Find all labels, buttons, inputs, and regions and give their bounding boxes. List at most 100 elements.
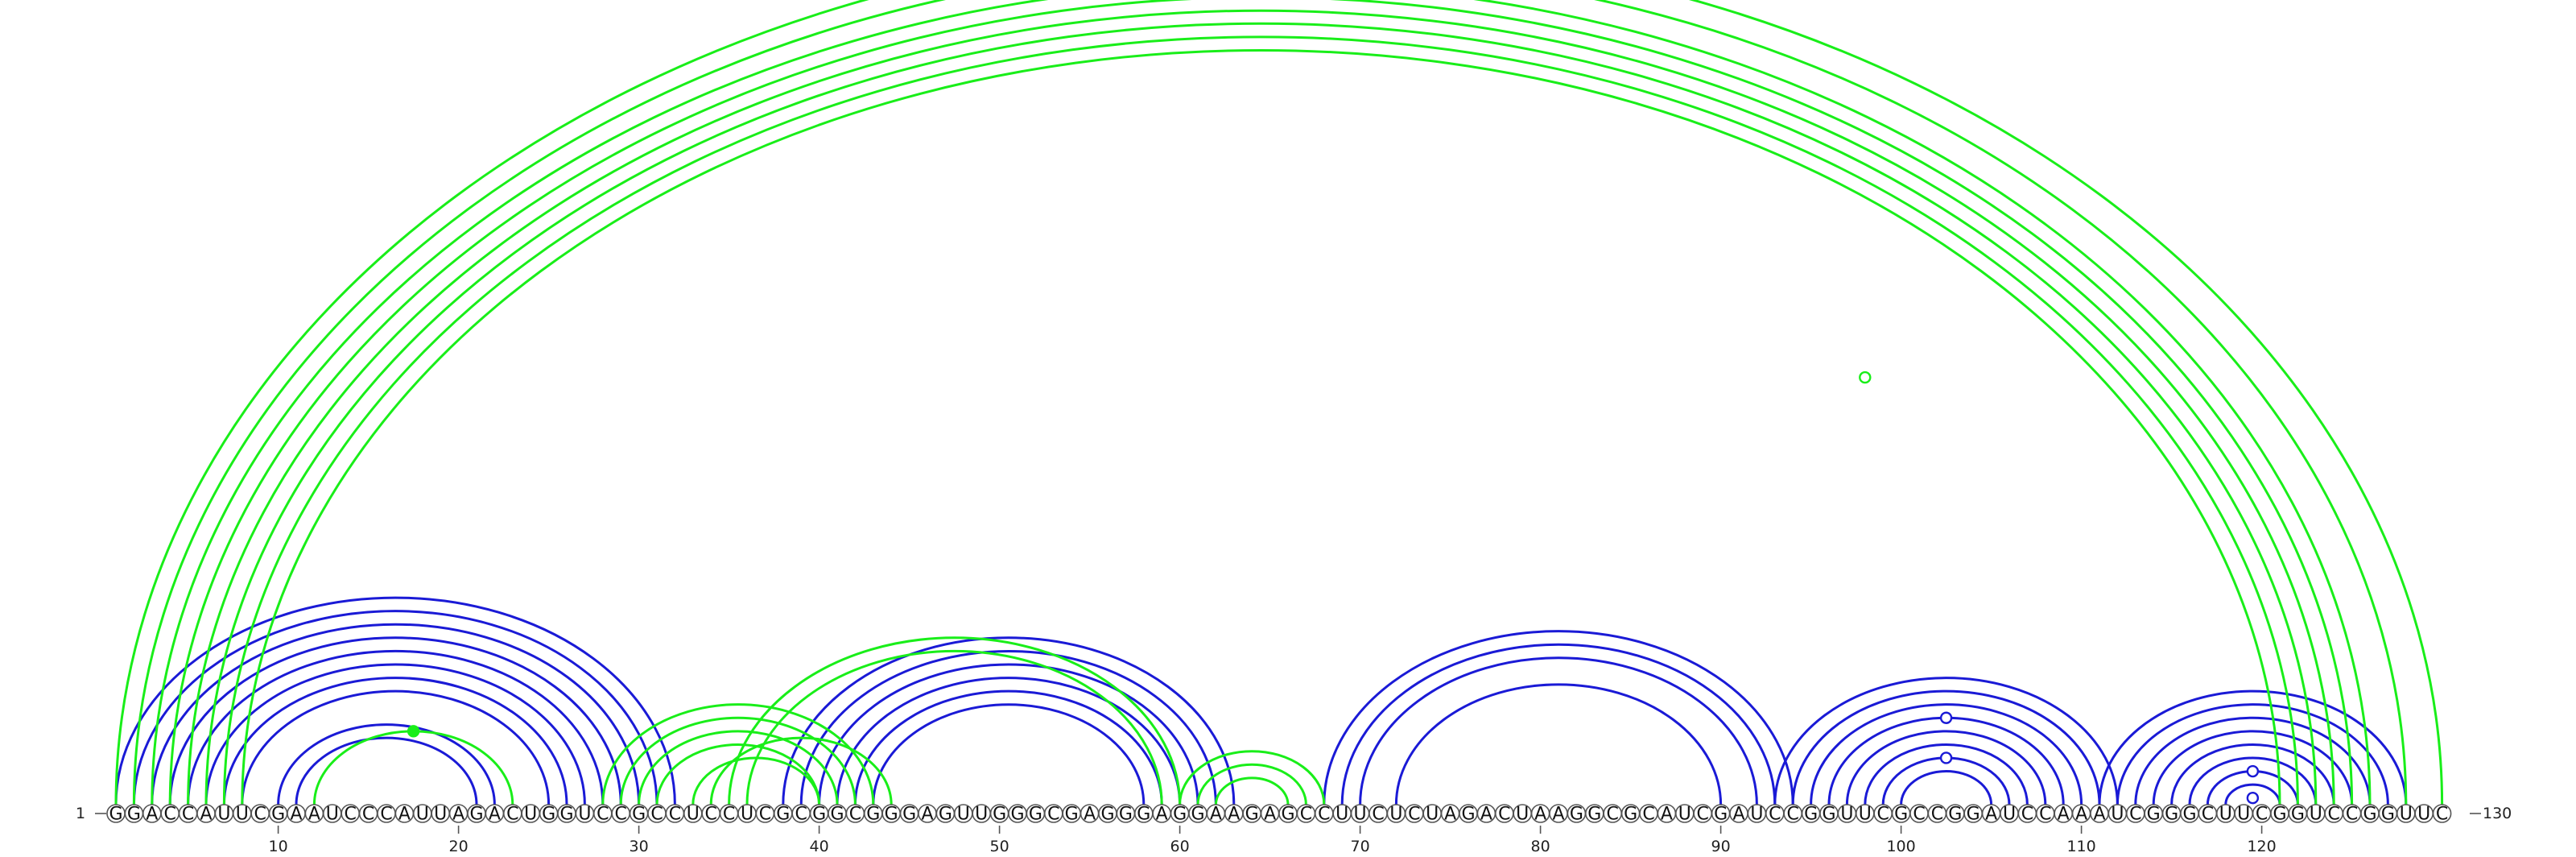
nucleotide-letter: A <box>1228 805 1240 825</box>
nucleotide-120: C <box>2252 804 2272 825</box>
nucleotide-letter: G <box>1967 805 1980 825</box>
nucleotide-92: U <box>1747 804 1767 825</box>
tick-label: 90 <box>1711 838 1731 855</box>
nucleotide-letter: G <box>830 805 844 825</box>
nucleotide-16: C <box>377 804 396 825</box>
nucleotide-59: A <box>1152 804 1171 825</box>
nucleotide-84: C <box>1603 804 1622 825</box>
nucleotide-1: G <box>106 804 126 825</box>
nucleotide-letter: U <box>2219 805 2232 825</box>
nucleotide-letter: C <box>345 805 357 825</box>
nucleotide-letter: U <box>975 805 988 825</box>
nucleotide-letter: C <box>849 805 861 825</box>
blue-pair-arc-2-31 <box>132 610 658 805</box>
blue-pair-arc-112-127 <box>2116 703 2389 805</box>
nucleotide-64: G <box>1242 804 1261 825</box>
nucleotide-letter: G <box>1822 805 1835 825</box>
green-pair-arc-60-68 <box>1179 750 1326 805</box>
tick-label: 30 <box>630 838 649 855</box>
nucleotide-5: C <box>178 804 198 825</box>
nucleotide-51: G <box>1008 804 1027 825</box>
nucleotide-20: A <box>448 804 469 825</box>
nucleotide-74: U <box>1422 804 1442 825</box>
blue-pair-arc-94-111 <box>1791 689 2101 805</box>
green-pair-arc-36-59 <box>745 649 1163 805</box>
nucleotide-56: G <box>1098 804 1117 825</box>
nucleotide-letter: C <box>1913 805 1925 825</box>
nucleotide-letter: C <box>1318 805 1330 825</box>
nucleotide-78: C <box>1495 804 1514 825</box>
nucleotide-letter: U <box>1678 805 1691 825</box>
nucleotide-8: U <box>232 804 252 825</box>
nucleotide-letter: C <box>362 805 374 825</box>
nucleotide-letter: G <box>127 805 141 825</box>
nucleotide-94: C <box>1783 804 1802 825</box>
nucleotide-37: C <box>755 804 775 825</box>
nucleotide-72: U <box>1386 804 1406 825</box>
green-pair-arc-8-121 <box>241 49 2281 805</box>
blue-pair-arc-93-112 <box>1773 677 2119 805</box>
base-pair-arcs <box>114 0 2444 805</box>
nucleotide-letter: C <box>705 805 717 825</box>
nucleotide-52: G <box>1026 804 1046 825</box>
nucleotide-21: G <box>467 804 486 825</box>
nucleotide-letter: G <box>2363 805 2376 825</box>
nucleotide-letter: C <box>2256 805 2268 825</box>
nucleotide-119: U <box>2234 804 2253 825</box>
blue-pair-arc-95-110 <box>1810 703 2083 805</box>
nucleotide-letter: C <box>1372 805 1384 825</box>
nucleotide-letter: C <box>1642 805 1654 825</box>
nucleotide-88: U <box>1675 804 1695 825</box>
nucleotide-23: C <box>502 804 522 825</box>
nucleotide-letter: A <box>290 805 302 825</box>
nucleotide-letter: U <box>2310 805 2322 825</box>
nucleotide-117: C <box>2198 804 2218 825</box>
green-pair-arc-35-60 <box>728 636 1182 805</box>
nucleotide-letter: C <box>1498 805 1510 825</box>
nucleotide-letter: G <box>1804 805 1818 825</box>
nucleotide-letter: A <box>1552 805 1564 825</box>
nucleotide-108: C <box>2036 804 2055 825</box>
nucleotide-letter: G <box>1100 805 1114 825</box>
nucleotide-letter: C <box>795 805 807 825</box>
nucleotide-letter: U <box>217 805 230 825</box>
nucleotide-46: A <box>918 804 937 825</box>
blue-pair-arc-98-107 <box>1864 743 2029 805</box>
nucleotide-40: G <box>809 804 829 825</box>
nucleotide-letter: C <box>380 805 392 825</box>
nucleotide-letter: A <box>1534 805 1546 825</box>
arc-marker-open <box>1939 751 1953 764</box>
nucleotide-letter: C <box>1607 805 1619 825</box>
nucleotide-24: U <box>521 804 541 825</box>
nucleotide-118: U <box>2216 804 2235 825</box>
nucleotide-68: C <box>1315 804 1334 825</box>
nucleotide-112: U <box>2107 804 2128 825</box>
nucleotide-100: G <box>1891 804 1911 825</box>
nucleotide-letter: C <box>759 805 771 825</box>
nucleotide-121: G <box>2270 804 2289 825</box>
blue-pair-arc-68-94 <box>1323 630 1794 805</box>
nucleotide-47: G <box>935 804 956 825</box>
green-pair-arc-30-41 <box>638 730 839 805</box>
nucleotide-letter: A <box>489 805 501 825</box>
nucleotide-91: A <box>1729 804 1748 825</box>
nucleotide-letter: U <box>1859 805 1872 825</box>
nucleotide-letter: C <box>1931 805 1943 825</box>
tick-label: 80 <box>1531 838 1550 855</box>
nucleotide-35: C <box>719 804 739 825</box>
nucleotide-letter: G <box>939 805 952 825</box>
blue-pair-arc-10-22 <box>277 723 496 805</box>
nucleotide-letter: U <box>236 805 249 825</box>
nucleotide-letter: U <box>1516 805 1529 825</box>
nucleotide-letter: A <box>1661 805 1673 825</box>
blue-pair-arc-70-92 <box>1359 656 1758 805</box>
nucleotide-93: C <box>1765 804 1785 825</box>
nucleotide-letter: A <box>308 805 320 825</box>
nucleotide-32: C <box>665 804 685 825</box>
arc-marker-open <box>2246 764 2260 778</box>
nucleotide-letter: G <box>1461 805 1475 825</box>
nucleotide-letter: G <box>1894 805 1908 825</box>
nucleotide-letter: C <box>597 805 609 825</box>
